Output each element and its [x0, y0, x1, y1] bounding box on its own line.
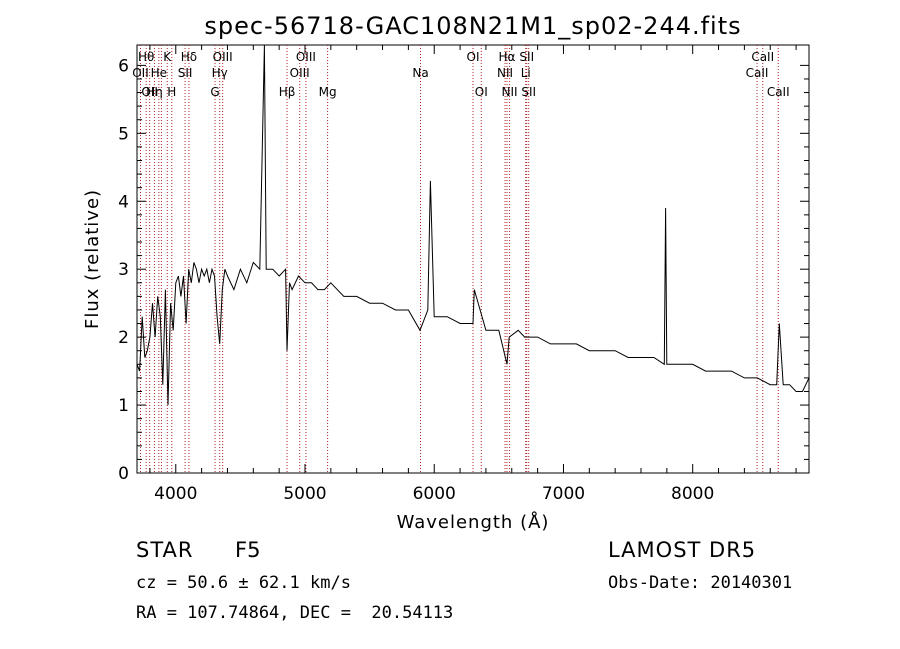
line-label: SII — [521, 85, 536, 99]
object-subclass: F5 — [235, 538, 261, 562]
y-axis-label: Flux (relative) — [82, 189, 103, 329]
line-label: OII — [132, 66, 149, 80]
line-label: Hη — [146, 85, 163, 99]
line-label: Hα — [499, 50, 516, 64]
x-tick-label: 8000 — [671, 484, 714, 504]
y-tick-label: 0 — [118, 464, 129, 484]
line-label: OIII — [290, 66, 310, 80]
line-label: K — [163, 50, 172, 64]
line-label: Hγ — [212, 66, 228, 80]
x-tick-label: 4000 — [154, 484, 197, 504]
line-label: Hδ — [181, 50, 197, 64]
line-label: SII — [519, 50, 534, 64]
line-label: Li — [521, 66, 531, 80]
line-label: G — [210, 85, 219, 99]
survey-name: LAMOST DR5 — [608, 538, 757, 562]
y-axis: 0 1 2 3 4 5 6 — [118, 56, 809, 484]
line-label: He — [151, 66, 167, 80]
line-label: Na — [412, 66, 428, 80]
y-tick-label: 1 — [118, 396, 129, 416]
y-tick-label: 2 — [118, 328, 129, 348]
y-tick-label: 5 — [118, 124, 129, 144]
spectral-line-labels: OIIHθOIIHηHeKHSIIHδGHγOIIIHβOIIIOIIIMgNa… — [132, 50, 789, 99]
line-label: OIII — [296, 50, 316, 64]
chart-title: spec-56718-GAC108N21M1_sp02-244.fits — [204, 12, 741, 40]
x-tick-label: 6000 — [413, 484, 456, 504]
line-label: NII — [502, 85, 518, 99]
x-tick-label: 7000 — [542, 484, 585, 504]
line-label: CaII — [746, 66, 769, 80]
line-label: H — [167, 85, 176, 99]
line-label: CaII — [767, 85, 790, 99]
x-axis: 4000 5000 6000 7000 8000 — [149, 45, 797, 504]
line-label: OI — [475, 85, 488, 99]
line-label: OI — [467, 50, 480, 64]
line-label: CaII — [751, 50, 774, 64]
coordinates-readout: RA = 107.74864, DEC = 20.54113 — [136, 603, 454, 623]
line-label: NII — [497, 66, 513, 80]
spectral-line-markers — [139, 45, 779, 473]
line-label: SII — [178, 66, 193, 80]
object-class: STAR — [136, 538, 194, 562]
line-label: Hθ — [138, 50, 154, 64]
line-label: OIII — [213, 50, 233, 64]
line-label: Hβ — [279, 85, 296, 99]
y-tick-label: 3 — [118, 260, 129, 280]
redshift-readout: cz = 50.6 ± 62.1 km/s — [136, 573, 351, 593]
x-axis-label: Wavelength (Å) — [397, 511, 550, 533]
spectrum-line — [136, 44, 810, 406]
line-label: Mg — [319, 85, 337, 99]
observation-date: Obs-Date: 20140301 — [608, 573, 793, 593]
line-label: OII — [141, 85, 158, 99]
y-tick-label: 6 — [118, 56, 129, 76]
y-tick-label: 4 — [118, 192, 129, 212]
x-tick-label: 5000 — [283, 484, 326, 504]
